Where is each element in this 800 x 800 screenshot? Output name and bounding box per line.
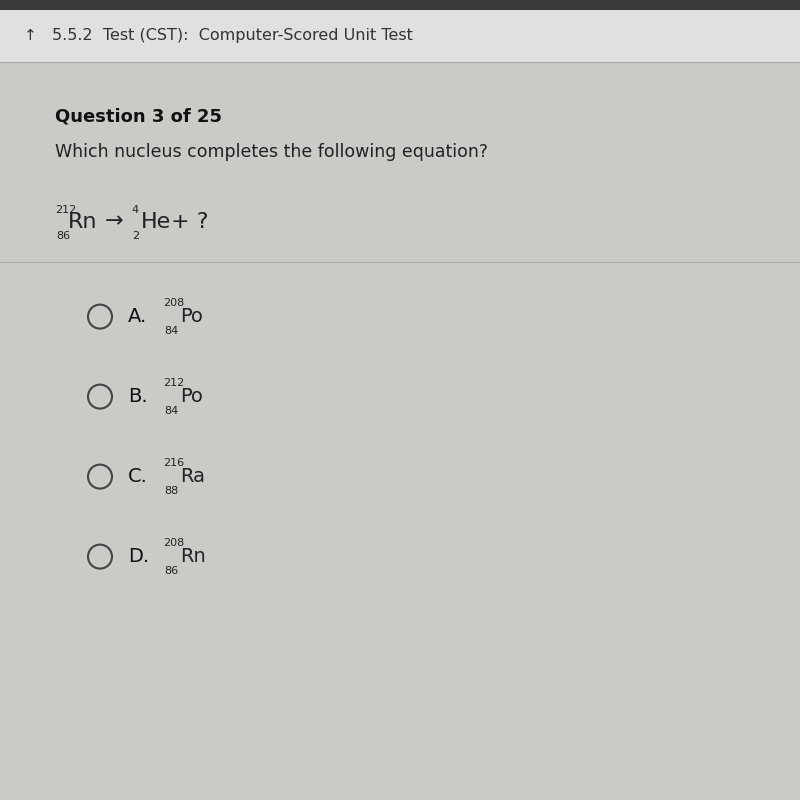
Text: 212: 212 <box>55 205 76 214</box>
Text: 88: 88 <box>164 486 178 495</box>
Text: Rn: Rn <box>180 547 206 566</box>
Text: 5.5.2  Test (CST):  Computer-Scored Unit Test: 5.5.2 Test (CST): Computer-Scored Unit T… <box>52 28 413 43</box>
Text: 208: 208 <box>163 298 184 307</box>
Text: Po: Po <box>180 387 203 406</box>
Text: Rn: Rn <box>68 211 98 231</box>
Text: C.: C. <box>128 467 148 486</box>
Text: Ra: Ra <box>180 467 205 486</box>
Text: 4: 4 <box>131 205 138 214</box>
Text: 212: 212 <box>163 378 184 387</box>
Text: 2: 2 <box>132 230 139 241</box>
Text: 208: 208 <box>163 538 184 547</box>
Text: Question 3 of 25: Question 3 of 25 <box>55 107 222 126</box>
Text: 84: 84 <box>164 326 178 335</box>
Text: 216: 216 <box>163 458 184 467</box>
Text: + ?: + ? <box>171 211 209 231</box>
Text: D.: D. <box>128 547 149 566</box>
Text: Which nucleus completes the following equation?: Which nucleus completes the following eq… <box>55 142 488 161</box>
Text: 84: 84 <box>164 406 178 415</box>
Text: →: → <box>105 211 124 231</box>
Text: Po: Po <box>180 307 203 326</box>
Text: ↑: ↑ <box>24 28 37 43</box>
Text: 86: 86 <box>164 566 178 575</box>
Text: A.: A. <box>128 307 147 326</box>
Text: B.: B. <box>128 387 148 406</box>
Text: 86: 86 <box>56 230 70 241</box>
Text: He: He <box>141 211 171 231</box>
